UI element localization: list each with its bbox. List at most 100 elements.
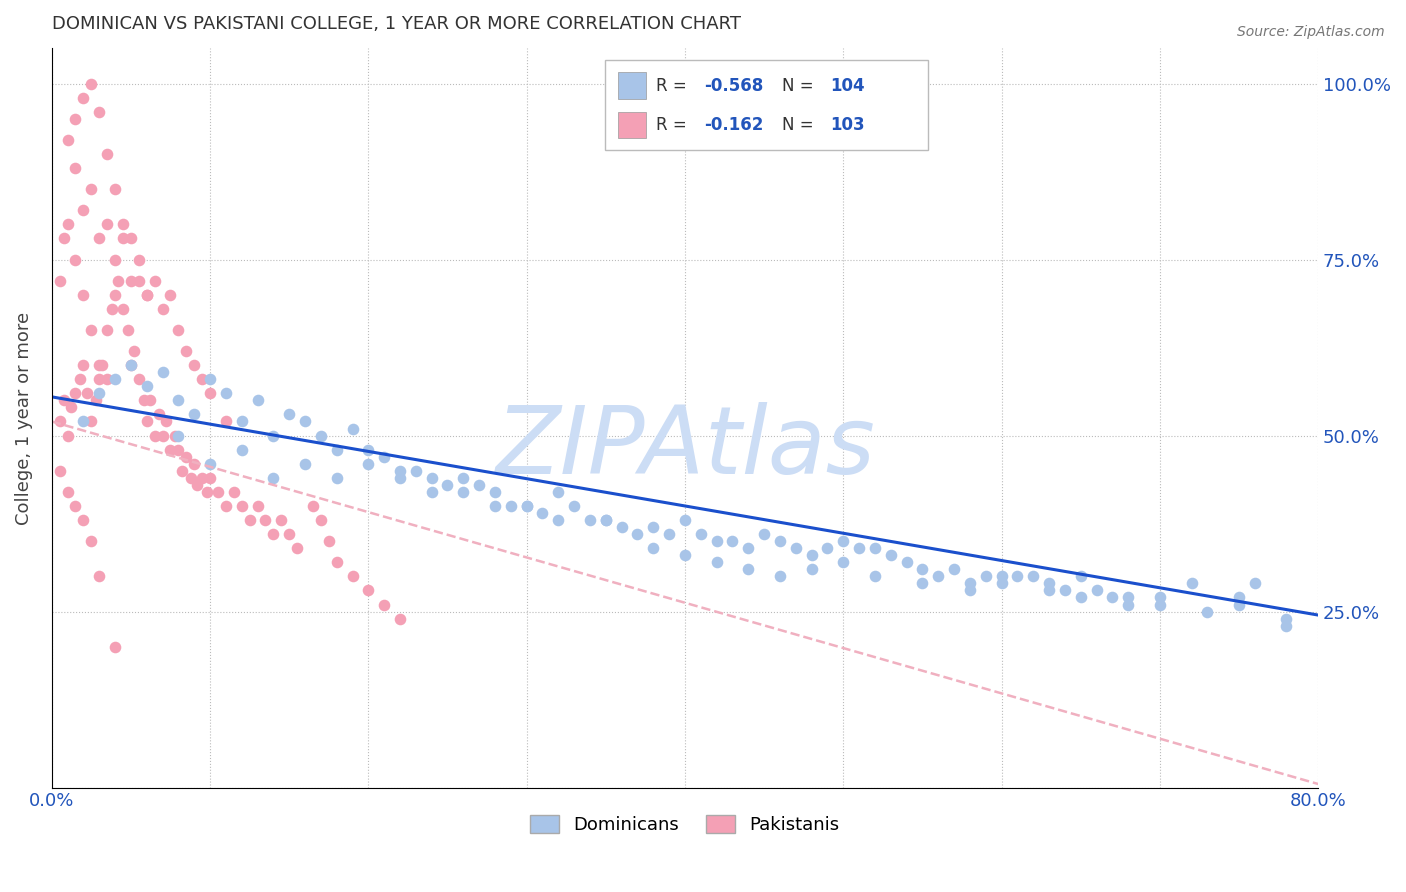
FancyBboxPatch shape [605,61,928,151]
Point [101,301,124,316]
Point [89,104,111,119]
Point [318,534,340,549]
Point [191,372,214,386]
Point [927,569,949,583]
Point [547,513,569,527]
Point [152,301,174,316]
Point [165,428,187,442]
Point [231,499,253,513]
Point [56,218,79,232]
Point [170,464,193,478]
Point [1038,583,1060,598]
Point [135,379,157,393]
Point [325,471,347,485]
Text: R =: R = [655,77,692,95]
Point [388,611,411,625]
Point [1149,591,1171,605]
Point [96,147,118,161]
Point [832,534,855,549]
Point [531,506,554,520]
Point [1116,598,1139,612]
Point [278,408,301,422]
Point [59,401,82,415]
Point [737,562,759,576]
Point [186,478,208,492]
Text: N =: N = [783,116,820,134]
Point [990,569,1012,583]
Point [215,386,238,401]
Point [56,484,79,499]
Point [104,182,127,196]
Point [148,408,170,422]
Point [309,428,332,442]
Point [800,562,823,576]
Point [215,499,238,513]
Point [159,287,181,301]
Point [643,541,665,556]
Point [959,576,981,591]
Point [91,358,114,372]
Legend: Dominicans, Pakistanis: Dominicans, Pakistanis [523,807,846,841]
Point [143,428,166,442]
Point [278,527,301,541]
Point [89,569,111,583]
Point [104,287,127,301]
Point [215,415,238,429]
Point [673,513,696,527]
Point [254,513,277,527]
Point [53,393,76,408]
Point [56,133,79,147]
Point [863,541,886,556]
Point [89,358,111,372]
Text: DOMINICAN VS PAKISTANI COLLEGE, 1 YEAR OR MORE CORRELATION CHART: DOMINICAN VS PAKISTANI COLLEGE, 1 YEAR O… [52,15,741,33]
Point [120,231,142,245]
Point [72,91,94,105]
Point [357,583,380,598]
Point [325,442,347,457]
Point [610,520,633,534]
Point [135,415,157,429]
Point [752,527,775,541]
Point [547,484,569,499]
Point [128,252,150,267]
Point [342,569,364,583]
Point [183,457,205,471]
FancyBboxPatch shape [617,72,645,99]
Point [96,372,118,386]
Point [191,471,214,485]
Point [89,386,111,401]
Point [56,428,79,442]
Point [53,231,76,245]
Point [167,393,190,408]
Point [180,471,202,485]
Point [152,365,174,379]
Point [231,442,253,457]
Point [132,393,155,408]
Point [117,323,139,337]
Point [65,386,87,401]
Point [76,386,98,401]
Point [198,386,221,401]
Point [388,464,411,478]
Point [706,534,728,549]
Point [89,372,111,386]
Point [270,513,292,527]
Point [65,499,87,513]
Point [516,499,538,513]
Text: 103: 103 [831,116,865,134]
Point [1070,591,1092,605]
Point [943,562,966,576]
Point [120,358,142,372]
Point [262,471,284,485]
Point [1227,598,1250,612]
Point [183,408,205,422]
Point [1275,611,1298,625]
Point [1275,618,1298,632]
Point [342,421,364,435]
Point [658,527,681,541]
Point [246,393,269,408]
Point [183,358,205,372]
Point [863,569,886,583]
Point [262,527,284,541]
Text: N =: N = [783,77,820,95]
